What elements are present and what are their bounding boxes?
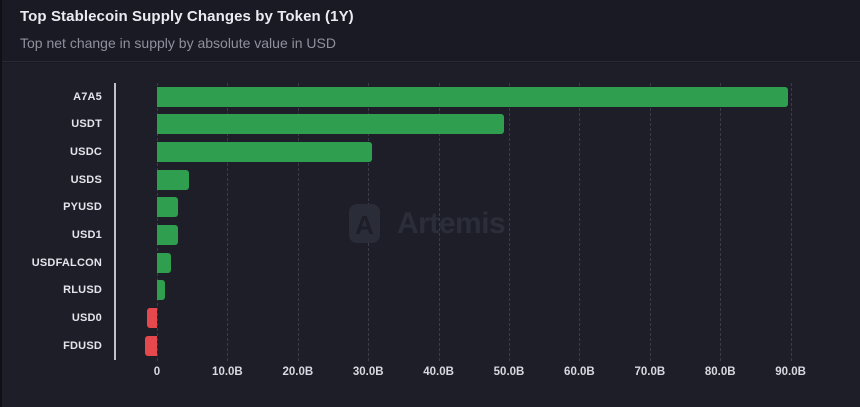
x-label-10.0B: 10.0B (212, 366, 243, 378)
y-label-fdusd: FDUSD (63, 339, 102, 352)
gridline-20 (297, 83, 299, 361)
y-label-rlusd: RLUSD (63, 284, 102, 297)
bar-usd0[interactable] (147, 308, 157, 329)
y-label-usd0: USD0 (71, 312, 102, 325)
gridline-70 (649, 83, 651, 361)
y-label-usds: USDS (70, 173, 102, 186)
bar-usds[interactable] (157, 169, 190, 190)
x-label-40.0B: 40.0B (423, 366, 454, 378)
y-label-pyusd: PYUSD (63, 201, 102, 214)
x-label-80.0B: 80.0B (704, 366, 736, 378)
bar-rlusd[interactable] (157, 280, 166, 301)
bar-a7a5[interactable] (157, 86, 788, 107)
chart-subtitle: Top net change in supply by absolute val… (20, 35, 336, 51)
x-label-50.0B: 50.0B (493, 366, 525, 378)
chart-header: Top Stablecoin Supply Changes by Token (… (2, 0, 860, 62)
x-label-70.0B: 70.0B (634, 366, 666, 378)
gridline-10 (227, 83, 229, 361)
x-label-90.0B: 90.0B (775, 366, 806, 378)
bar-pyusd[interactable] (157, 197, 179, 218)
bar-chart: A7A5 USDT USDC USDS PYUSD USD1 USDFALCON RLUSD U… (2, 63, 860, 407)
x-label-60.0B: 60.0B (564, 366, 595, 378)
gridline-50 (509, 83, 510, 361)
gridline-80 (720, 83, 722, 361)
y-label-usdt: USDT (71, 118, 102, 131)
gridline-0 (157, 83, 158, 361)
gridline-40 (438, 83, 440, 361)
x-label-30.0B: 30.0B (352, 366, 384, 378)
bar-usdfalcon[interactable] (157, 252, 172, 273)
gridline-60 (579, 83, 581, 361)
y-label-usdfalcon: USDFALCON (31, 256, 102, 269)
y-label-usd1: USD1 (71, 229, 102, 242)
artemis-watermark: A Artemis (349, 204, 506, 243)
bar-usdt[interactable] (157, 114, 505, 135)
watermark-text: Artemis (397, 206, 506, 240)
bar-usd1[interactable] (157, 225, 179, 246)
gridline-90 (790, 83, 792, 361)
chart-title: Top Stablecoin Supply Changes by Token (… (20, 8, 354, 25)
bar-usdc[interactable] (157, 142, 372, 163)
artemis-logo-icon: A (349, 204, 380, 243)
x-label-20.0B: 20.0B (282, 366, 314, 378)
y-label-a7a5: A7A5 (73, 90, 102, 103)
bar-fdusd[interactable] (145, 335, 157, 356)
y-axis-line (114, 83, 116, 360)
y-label-usdc: USDC (70, 146, 102, 159)
x-label-0: 0 (153, 366, 161, 378)
